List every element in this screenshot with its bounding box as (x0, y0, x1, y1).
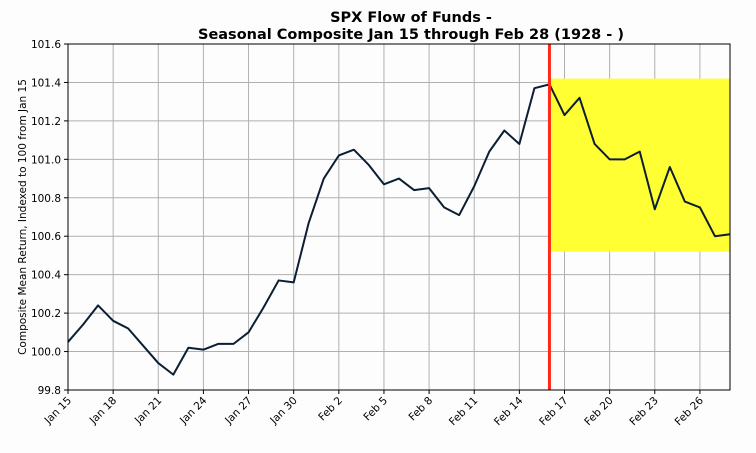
x-tick-label: Jan 18 (87, 395, 119, 427)
x-tick-label: Feb 17 (537, 395, 570, 428)
series-line (67, 83, 731, 376)
y-tick-label: 101.6 (31, 39, 61, 51)
chart-subtitle: Seasonal Composite Jan 15 through Feb 28… (198, 27, 624, 43)
y-tick-label: 101.2 (31, 116, 61, 128)
chart-title: SPX Flow of Funds - (330, 10, 492, 26)
y-tick-label: 100.0 (31, 347, 61, 359)
x-tick-label: Feb 11 (447, 395, 480, 428)
line-layer (67, 83, 731, 376)
plot-frame (67, 43, 731, 391)
y-tick-label: 100.8 (31, 193, 61, 205)
y-tick-label: 101.0 (31, 154, 61, 166)
x-tick-label: Jan 27 (222, 395, 254, 427)
highlight-region (549, 78, 730, 252)
x-tick-label: Feb 2 (316, 395, 345, 424)
x-tick-label: Jan 24 (177, 394, 210, 427)
x-tick-label: Feb 23 (627, 395, 660, 428)
y-tick-label: 100.4 (31, 270, 61, 282)
y-tick-label: 101.4 (31, 77, 61, 89)
x-tick-label: Jan 30 (267, 395, 299, 427)
x-ticks: Jan 15 Jan 18 Jan 21 Jan 24 Jan 27 Jan 30 Feb … (42, 390, 707, 428)
highlight-layer (549, 78, 730, 252)
x-tick-label: Feb 26 (673, 394, 707, 428)
x-tick-label: Feb 5 (361, 395, 390, 424)
y-tick-label: 100.6 (31, 231, 61, 243)
x-tick-label: Feb 8 (406, 395, 435, 424)
x-tick-label: Jan 21 (132, 395, 164, 427)
x-tick-label: Jan 15 (42, 395, 74, 427)
x-tick-label: Feb 14 (492, 394, 526, 428)
y-axis-label: Composite Mean Return, Indexed to 100 fr… (17, 79, 29, 355)
y-ticks: 99.8 100.0 100.2 100.4 100.6 100.8 101.0 101.2 1… (31, 39, 68, 397)
x-tick-label: Feb 20 (582, 395, 615, 428)
y-tick-label: 99.8 (38, 385, 61, 397)
y-tick-label: 100.2 (31, 308, 61, 320)
